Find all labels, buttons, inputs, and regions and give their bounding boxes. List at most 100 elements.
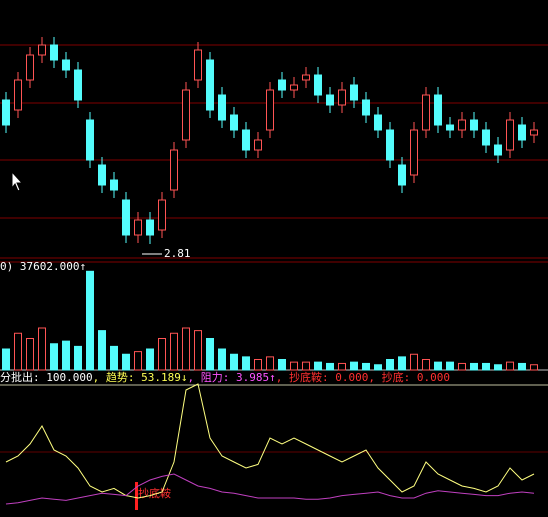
volume-bar bbox=[314, 361, 322, 371]
candle-body bbox=[302, 74, 310, 81]
signal-label: 抄底鞍 bbox=[138, 486, 171, 500]
volume-bar bbox=[302, 361, 310, 371]
volume-bar bbox=[458, 362, 466, 371]
candle-body bbox=[206, 59, 214, 111]
indicator-line bbox=[5, 383, 535, 499]
candle-body bbox=[470, 119, 478, 131]
low-label: 2.81 bbox=[164, 247, 191, 260]
volume-bar bbox=[278, 359, 286, 371]
candle-body bbox=[74, 69, 82, 101]
candle-body bbox=[218, 94, 226, 121]
candle-body bbox=[446, 124, 454, 131]
volume-bar bbox=[98, 330, 106, 371]
candle-body bbox=[362, 99, 370, 116]
volume-bar bbox=[290, 361, 298, 371]
candle-body bbox=[26, 54, 34, 81]
volume-bar bbox=[518, 362, 526, 371]
candle-body bbox=[158, 199, 166, 231]
volume-bar bbox=[2, 348, 10, 371]
volume-bar bbox=[26, 338, 34, 371]
readout-name: , 阻力: bbox=[187, 371, 236, 384]
candle-body bbox=[338, 89, 346, 106]
readout-name: , 抄底鞍: bbox=[276, 370, 336, 384]
candle-body bbox=[122, 199, 130, 236]
candle-body bbox=[398, 164, 406, 186]
candle-body bbox=[422, 94, 430, 131]
candle-body bbox=[86, 119, 94, 161]
candle-body bbox=[386, 129, 394, 161]
volume-bar bbox=[254, 359, 262, 371]
volume-bar bbox=[494, 364, 502, 371]
candle-body bbox=[494, 144, 502, 156]
candle-body bbox=[374, 114, 382, 131]
volume-bar bbox=[338, 362, 346, 371]
candle-body bbox=[434, 94, 442, 126]
volume-bar bbox=[146, 348, 154, 371]
candle-body bbox=[146, 219, 154, 236]
readout-name: , 趋势: bbox=[93, 371, 142, 384]
candle-body bbox=[170, 149, 178, 191]
volume-bar bbox=[122, 353, 130, 371]
volume-bar bbox=[242, 356, 250, 371]
candle-body bbox=[530, 129, 538, 136]
volume-bar bbox=[266, 356, 274, 371]
volume-bar bbox=[362, 362, 370, 371]
candle-body bbox=[230, 114, 238, 131]
volume-bar bbox=[410, 353, 418, 371]
volume-bar bbox=[506, 361, 514, 371]
candle-body bbox=[50, 44, 58, 61]
readout-value: 53.189↓ bbox=[141, 371, 187, 384]
candle-body bbox=[134, 219, 142, 236]
volume-bar bbox=[482, 362, 490, 371]
volume-bar bbox=[470, 362, 478, 371]
indicator-readout: 分批出: 100.000, 趋势: 53.189↓, 阻力: 3.985↑, 抄… bbox=[0, 370, 450, 384]
volume-bar bbox=[62, 340, 70, 371]
candle-body bbox=[254, 139, 262, 151]
candle-body bbox=[278, 79, 286, 91]
readout-name: 分批出: bbox=[0, 370, 46, 384]
candle-body bbox=[182, 89, 190, 141]
volume-bar bbox=[194, 330, 202, 371]
volume-bar bbox=[386, 359, 394, 371]
readout-value: 3.985↑ bbox=[236, 371, 276, 384]
volume-bar bbox=[50, 343, 58, 371]
volume-bar bbox=[446, 361, 454, 371]
volume-bar bbox=[86, 270, 94, 371]
volume-bar bbox=[14, 332, 22, 371]
volume-bar bbox=[218, 348, 226, 371]
candle-body bbox=[194, 49, 202, 81]
readout-name: , 抄底: bbox=[368, 370, 417, 384]
volume-bar bbox=[170, 332, 178, 371]
candle-body bbox=[314, 74, 322, 96]
indicator-line bbox=[5, 473, 535, 505]
volume-bar bbox=[326, 362, 334, 371]
volume-bar bbox=[350, 361, 358, 371]
volume-bar bbox=[398, 356, 406, 371]
candle-body bbox=[110, 179, 118, 191]
candle-body bbox=[2, 99, 10, 126]
candle-body bbox=[410, 129, 418, 176]
candle-body bbox=[38, 44, 46, 56]
candle-body bbox=[98, 164, 106, 186]
volume-bar bbox=[422, 359, 430, 371]
volume-bar bbox=[230, 353, 238, 371]
candle-body bbox=[62, 59, 70, 71]
readout-value: 100.000 bbox=[46, 371, 92, 384]
volume-bar bbox=[206, 338, 214, 371]
candle-body bbox=[266, 89, 274, 131]
volume-bar bbox=[74, 345, 82, 371]
volume-bar bbox=[110, 345, 118, 371]
volume-readout: 0) 37602.000↑ bbox=[0, 260, 86, 273]
candle-body bbox=[290, 84, 298, 91]
candle-body bbox=[14, 79, 22, 111]
candle-body bbox=[506, 119, 514, 151]
volume-bar bbox=[182, 327, 190, 371]
candle-body bbox=[242, 129, 250, 151]
candle-body bbox=[458, 119, 466, 131]
readout-value: 0.000 bbox=[335, 371, 368, 384]
volume-bar bbox=[158, 338, 166, 371]
candle-body bbox=[482, 129, 490, 146]
volume-bar bbox=[134, 351, 142, 371]
volume-bar bbox=[38, 327, 46, 371]
